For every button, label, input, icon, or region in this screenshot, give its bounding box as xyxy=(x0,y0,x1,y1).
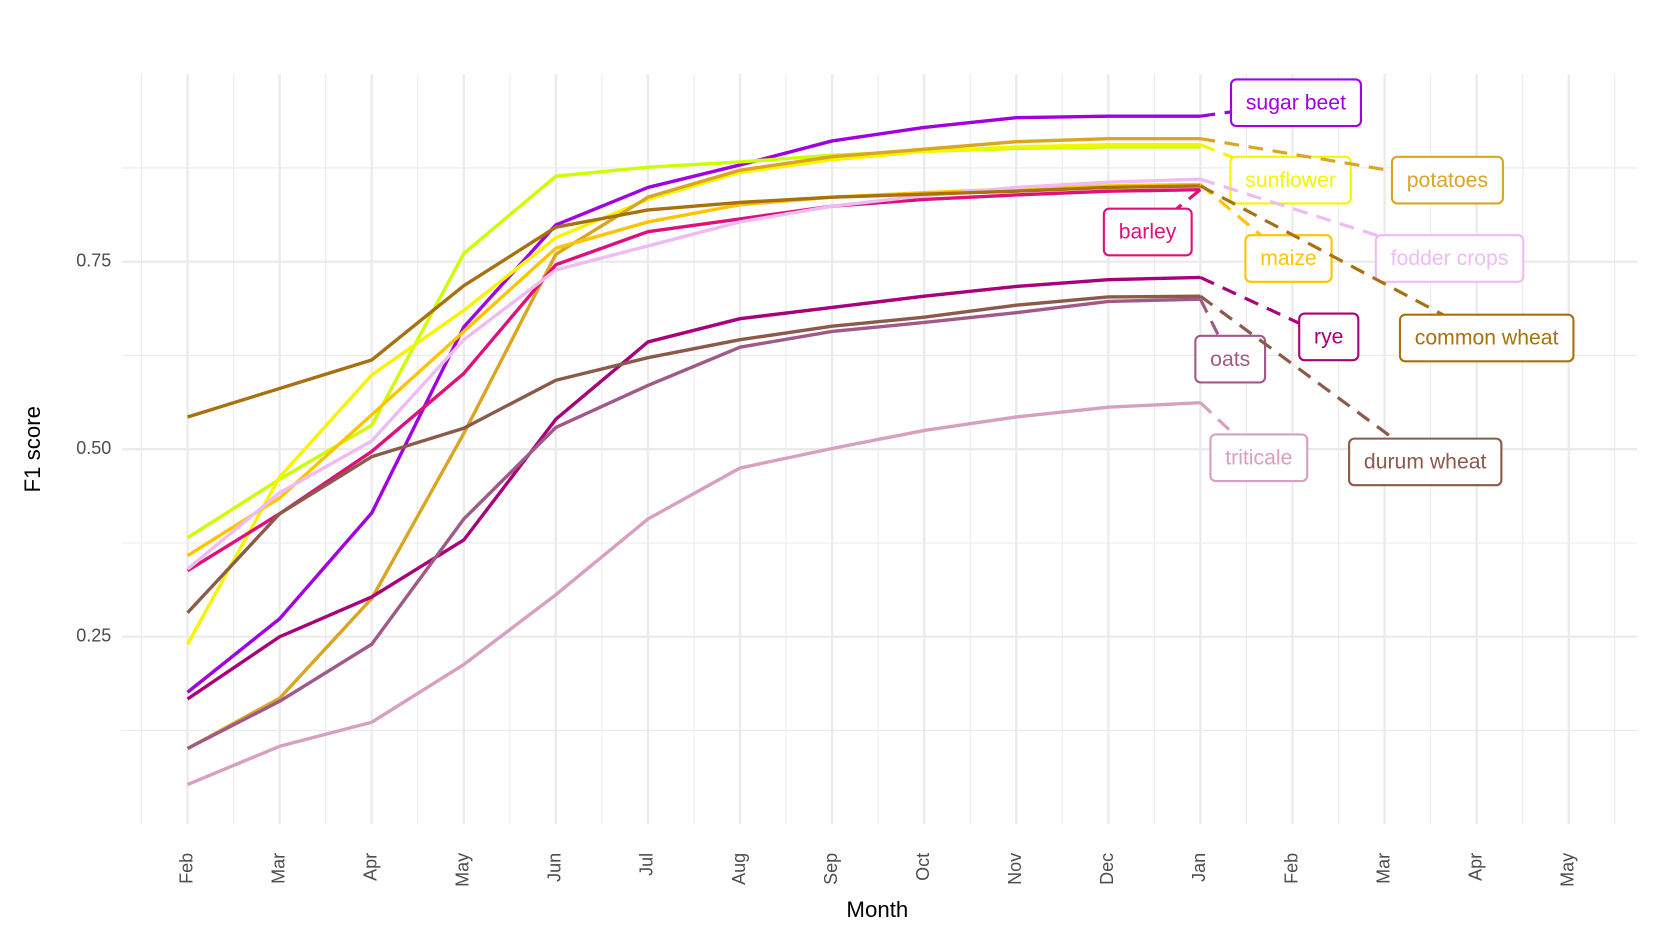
legend-label: rye xyxy=(1314,326,1343,349)
series-line xyxy=(187,184,1201,419)
series-line xyxy=(186,114,1201,694)
label-box xyxy=(1229,155,1352,205)
legend-label: common wheat xyxy=(1415,327,1559,350)
label: barley xyxy=(1102,207,1193,257)
x-tick-label: May xyxy=(1558,853,1578,887)
series-line xyxy=(186,177,1201,571)
label: sunflower xyxy=(1229,155,1352,205)
x-tick-label: Apr xyxy=(360,853,380,881)
y-axis-title: F1 score xyxy=(20,406,45,493)
x-tick-label: Jan xyxy=(1189,853,1209,882)
legend-label: durum wheat xyxy=(1364,451,1487,474)
label-box xyxy=(1209,433,1309,483)
series-line xyxy=(186,182,1201,558)
y-tick-label: 0.50 xyxy=(76,438,111,458)
legend-label: fodder crops xyxy=(1391,247,1509,270)
x-tick-label: May xyxy=(453,853,473,887)
label: oats xyxy=(1194,334,1267,384)
legend-label: oats xyxy=(1210,348,1250,371)
series-line xyxy=(186,142,1201,646)
label: common wheat xyxy=(1398,313,1575,363)
label-box xyxy=(1348,437,1503,487)
x-tick-label: Dec xyxy=(1097,853,1117,885)
legend-label: potatoes xyxy=(1407,169,1488,192)
y-tick-label: 0.75 xyxy=(76,250,111,270)
label-box xyxy=(1194,334,1267,384)
label-box xyxy=(1244,234,1333,283)
label: triticale xyxy=(1209,433,1309,483)
y-tick-label: 0.25 xyxy=(76,626,111,646)
label: durum wheat xyxy=(1348,437,1503,487)
legend-label: sugar beet xyxy=(1246,91,1346,114)
x-axis-title: Month xyxy=(846,897,908,922)
label: sugar beet xyxy=(1229,78,1362,128)
legend-label: sunflower xyxy=(1245,169,1336,192)
label-box xyxy=(1102,207,1193,257)
label-box xyxy=(1390,155,1504,205)
x-tick-label: Feb xyxy=(176,853,196,884)
x-tick-label: Jul xyxy=(637,853,657,876)
series-line xyxy=(186,275,1201,701)
label-box xyxy=(1398,313,1575,363)
x-tick-label: Mar xyxy=(1373,853,1393,884)
x-tick-label: Oct xyxy=(913,853,933,881)
label: fodder crops xyxy=(1374,234,1525,283)
series-line xyxy=(186,297,1201,751)
x-tick-label: Nov xyxy=(1005,853,1025,885)
legend-label: maize xyxy=(1260,247,1317,270)
label: maize xyxy=(1244,234,1333,283)
x-tick-label: Aug xyxy=(729,853,749,885)
label-connector xyxy=(1199,294,1427,464)
label-connector xyxy=(1199,401,1260,459)
x-tick-label: Feb xyxy=(1281,853,1301,884)
legend-label: triticale xyxy=(1225,446,1292,469)
label-box xyxy=(1374,234,1525,283)
label: potatoes xyxy=(1390,155,1504,205)
series-line xyxy=(186,187,1201,573)
series-line xyxy=(186,401,1201,787)
legend-label: barley xyxy=(1119,221,1177,244)
x-tick-label: Apr xyxy=(1465,853,1485,881)
series-line xyxy=(186,294,1201,614)
label: rye xyxy=(1298,312,1360,362)
label-connector xyxy=(1199,177,1451,261)
label-connector xyxy=(1199,184,1488,340)
label-box xyxy=(1229,78,1362,128)
x-tick-label: Sep xyxy=(821,853,841,885)
x-tick-label: Jun xyxy=(545,853,565,882)
label-connector xyxy=(1199,183,1290,260)
label-box xyxy=(1298,312,1360,362)
series-line xyxy=(186,136,1201,751)
x-tick-label: Mar xyxy=(268,853,288,884)
